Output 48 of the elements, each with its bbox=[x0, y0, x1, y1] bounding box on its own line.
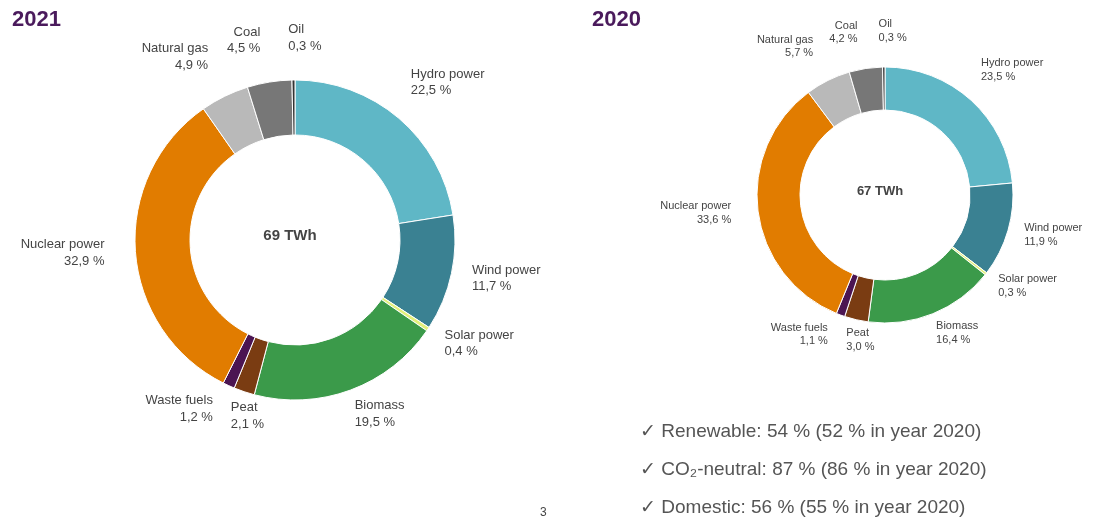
slice-label: Nuclear power bbox=[660, 198, 732, 211]
data-label: 1,2 % bbox=[179, 408, 214, 424]
data-label: 19,5 % bbox=[354, 413, 396, 429]
slice-label: Peat bbox=[846, 326, 869, 339]
data-label: 0,3 % bbox=[288, 37, 322, 53]
slice-label: Biomass bbox=[354, 397, 405, 413]
slice-label: Oil bbox=[878, 16, 893, 29]
data-label: 11,7 % bbox=[471, 278, 512, 294]
data-label: 4,5 % bbox=[227, 40, 261, 56]
slice-label: Coal bbox=[233, 23, 261, 39]
slice-label: Nuclear power bbox=[20, 236, 106, 252]
slice-label: Waste fuels bbox=[770, 320, 829, 333]
text: 69 TWh bbox=[263, 226, 317, 243]
slice-label: Wind power bbox=[471, 261, 542, 277]
slice-label: Hydro power bbox=[410, 65, 486, 81]
slice-label: Coal bbox=[834, 18, 858, 31]
data-label: 3,0 % bbox=[846, 339, 875, 352]
data-label: 1,1 % bbox=[799, 334, 829, 347]
slice-label: Solar power bbox=[444, 326, 515, 342]
slice-label: Natural gas bbox=[756, 32, 814, 45]
text: ✓ CO₂-neutral: 87 % (86 % in year 2020) bbox=[640, 457, 987, 481]
slice-label: Solar power bbox=[998, 272, 1058, 285]
slice-label: Waste fuels bbox=[145, 392, 214, 408]
data-label: 32,9 % bbox=[64, 252, 105, 268]
slice-label: Wind power bbox=[1024, 221, 1083, 234]
data-label: 33,6 % bbox=[696, 212, 732, 225]
data-label: 22,5 % bbox=[410, 82, 452, 98]
data-label: 11,9 % bbox=[1024, 235, 1058, 248]
data-label: 23,5 % bbox=[980, 69, 1016, 82]
text: ✓ Domestic: 56 % (55 % in year 2020) bbox=[640, 495, 967, 519]
data-label: 2,1 % bbox=[230, 415, 265, 431]
data-label: 0,4 % bbox=[444, 342, 479, 358]
text: 67 TWh bbox=[856, 183, 904, 198]
slice-label: Biomass bbox=[936, 319, 979, 332]
slice-label: Hydro power bbox=[980, 55, 1044, 68]
chart-title: 2021 bbox=[12, 6, 61, 32]
slice-label: Natural gas bbox=[141, 40, 209, 56]
data-label: 0,3 % bbox=[998, 286, 1027, 299]
slice-label: Peat bbox=[230, 399, 258, 415]
data-label: 0,3 % bbox=[878, 30, 907, 43]
data-label: 4,2 % bbox=[829, 32, 858, 45]
text: ✓ Renewable: 54 % (52 % in year 2020) bbox=[640, 419, 983, 443]
data-label: 5,7 % bbox=[785, 46, 814, 59]
slice-label: Oil bbox=[288, 21, 305, 37]
data-label: 4,9 % bbox=[174, 56, 209, 72]
chart-title: 2020 bbox=[592, 6, 641, 32]
data-label: 16,4 % bbox=[936, 332, 971, 345]
text: 3 bbox=[540, 505, 547, 519]
